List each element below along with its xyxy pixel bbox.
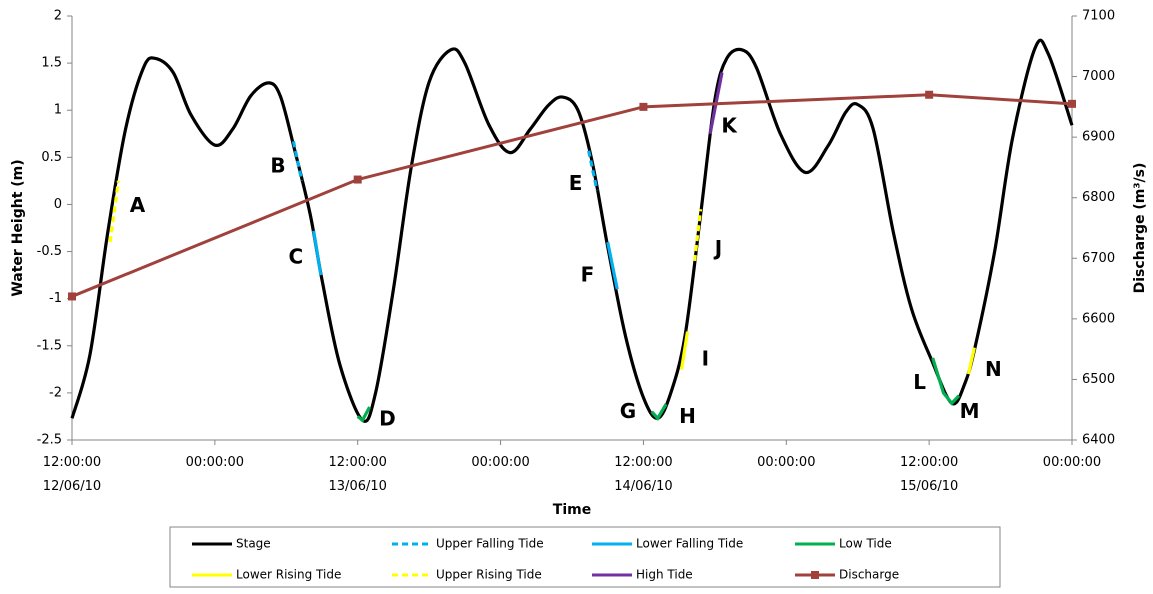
legend-label: Upper Falling Tide [436,537,544,551]
series-line [70,38,1074,423]
point-marker [1068,99,1076,108]
y-tick-label: -1 [49,291,62,306]
series-line [291,140,599,191]
legend-label: Upper Rising Tide [436,568,542,582]
annotation: G [620,399,636,423]
annotation: A [130,193,146,217]
legend-label: High Tide [636,568,693,582]
x-tick-label-line: 12:00:00 [329,455,387,470]
x-tick-label: 00:00:00 [186,455,244,470]
series-line [312,230,619,290]
annotation: K [721,114,738,138]
x-tick-label: 12:00:00 15/06/10 [900,455,958,494]
y2-tick-label: 6400 [1082,433,1115,448]
y-tick-label: 0 [54,197,62,212]
y-tick-label: 0.5 [41,150,62,165]
y-tick-label: 1.5 [41,56,62,71]
x-tick-label-line: 14/06/10 [614,479,672,494]
x-tick-label-line: 00:00:00 [471,455,529,470]
series-line [71,93,1073,298]
x-tick-label-line: 12:00:00 [43,455,101,470]
y2-tick-label: 7100 [1082,9,1115,24]
annotation: C [288,245,303,269]
y2-axis-title: Discharge (m³/s) [1132,163,1148,294]
y2-tick-label: 6800 [1082,190,1115,205]
x-tick-label: 12:00:00 12/06/10 [43,455,101,494]
y2-tick-label: 6700 [1082,251,1115,266]
y-axis-title: Water Height (m) [10,159,26,296]
y2-tick-label: 6500 [1082,372,1115,387]
point-marker [639,102,648,111]
annotation: F [581,263,595,287]
annotation: H [679,404,696,428]
x-tick-label: 12:00:00 14/06/10 [614,455,672,494]
legend-label: Lower Falling Tide [636,537,743,551]
annotation: N [985,357,1002,381]
x-tick-label-line: 00:00:00 [186,455,244,470]
y-tick-label: -2.5 [37,433,62,448]
legend-label: Low Tide [839,537,892,551]
x-tick-label: 00:00:00 [757,455,815,470]
point-marker [925,90,934,99]
x-tick-label-line: 12:00:00 [614,455,672,470]
annotation: D [379,407,396,431]
annotation: E [569,171,583,195]
legend-box [169,526,1001,588]
y-tick-label: 1 [54,103,62,118]
x-tick-label: 12:00:00 13/06/10 [329,455,387,494]
annotation: I [702,346,709,370]
x-tick-label-line: 12:00:00 [900,455,958,470]
y2-tick-label: 7000 [1082,69,1115,84]
x-tick-label: 00:00:00 [471,455,529,470]
y-tick-label: 2 [54,9,62,24]
annotation: J [713,236,722,260]
legend-label: Stage [236,537,271,551]
point-marker [68,292,76,301]
x-tick-label-line: 13/06/10 [329,479,387,494]
x-tick-label-line: 12/06/10 [43,479,101,494]
x-axis-title: Time [553,502,591,518]
series-line [356,357,961,423]
point-marker [353,175,362,184]
x-tick-label-line: 15/06/10 [900,479,958,494]
legend-marker [811,571,819,579]
annotation: L [913,370,926,394]
y2-tick-label: 6600 [1082,311,1115,326]
y2-tick-label: 6900 [1082,130,1115,145]
annotation: M [960,399,980,423]
y-tick-label: -1.5 [37,338,62,353]
y-tick-label: -0.5 [37,244,62,259]
x-tick-label-line: 00:00:00 [1043,455,1101,470]
x-tick-label: 00:00:00 [1043,455,1101,470]
series-line [679,331,976,375]
y-tick-label: -2 [49,385,62,400]
legend-label: Discharge [839,568,899,582]
series-line [108,180,703,262]
legend-label: Lower Rising Tide [236,568,341,582]
annotation: B [270,153,285,177]
x-tick-label-line: 00:00:00 [757,455,815,470]
